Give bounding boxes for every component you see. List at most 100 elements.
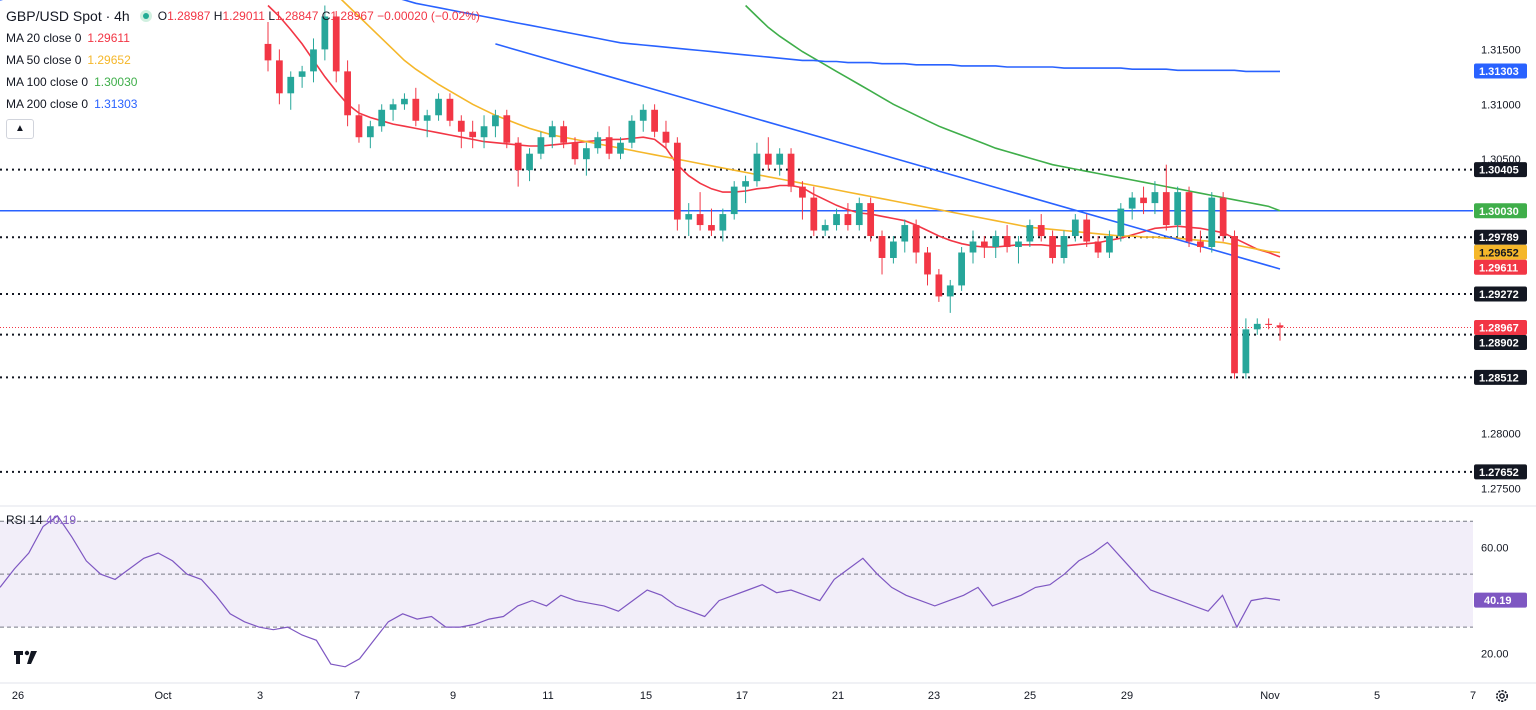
candle-body bbox=[651, 109, 658, 132]
candle-body bbox=[594, 137, 602, 149]
time-axis-label: 7 bbox=[354, 690, 360, 702]
price-label-badge bbox=[1474, 286, 1527, 302]
ma50-label: MA 50 close 0 bbox=[6, 53, 82, 67]
candle-body bbox=[480, 126, 488, 138]
candle-body bbox=[332, 16, 340, 72]
rsi-legend[interactable]: RSI 14 40.19 bbox=[6, 513, 76, 527]
descending-trendline bbox=[495, 43, 1281, 270]
price-label-text: 1.29789 bbox=[1479, 232, 1519, 244]
candle-body bbox=[878, 236, 886, 258]
high-value: 1.29011 bbox=[222, 9, 265, 23]
price-label-text: 1.27652 bbox=[1479, 467, 1519, 479]
candle-body bbox=[412, 98, 420, 121]
time-axis-label: 21 bbox=[832, 690, 844, 702]
open-value: 1.28987 bbox=[167, 9, 211, 23]
price-label-badge bbox=[1474, 63, 1527, 79]
candle-body bbox=[810, 197, 818, 231]
price-label-badge bbox=[1474, 229, 1527, 245]
candle-body bbox=[469, 131, 477, 138]
time-axis-label: 29 bbox=[1121, 690, 1133, 702]
candle-body bbox=[969, 241, 977, 253]
candle-body bbox=[298, 71, 306, 77]
candle-body bbox=[1265, 323, 1273, 325]
candle-body bbox=[935, 274, 943, 297]
symbol-row: GBP/USD Spot · 4h O1.28987 H1.29011 L1.2… bbox=[6, 5, 480, 27]
candle-body bbox=[344, 71, 351, 116]
candle-body bbox=[776, 153, 784, 165]
candle-body bbox=[287, 76, 295, 94]
candle-body bbox=[639, 109, 647, 121]
candle-body bbox=[617, 142, 624, 154]
candle-body bbox=[526, 153, 533, 171]
price-label-badge bbox=[1474, 244, 1527, 260]
candle-body bbox=[628, 120, 636, 143]
candle-body bbox=[1128, 197, 1136, 209]
price-label-badge bbox=[1474, 319, 1527, 335]
candle-body bbox=[435, 98, 442, 116]
candle-body bbox=[366, 126, 374, 138]
tradingview-logo-icon[interactable] bbox=[12, 648, 40, 666]
price-label-text: 1.28512 bbox=[1479, 372, 1519, 384]
price-label-badge bbox=[1474, 203, 1527, 219]
price-tick-label: 1.27500 bbox=[1481, 484, 1521, 496]
ma50-legend[interactable]: MA 50 close 0 1.29652 bbox=[6, 49, 480, 71]
candle-body bbox=[1106, 236, 1113, 253]
price-label-badge bbox=[1474, 464, 1527, 480]
price-label-text: 1.29652 bbox=[1479, 247, 1519, 259]
time-axis-label: Oct bbox=[154, 690, 171, 702]
candle-body bbox=[992, 236, 1000, 248]
symbol-title[interactable]: GBP/USD Spot · 4h bbox=[6, 8, 130, 24]
ma20-legend[interactable]: MA 20 close 0 1.29611 bbox=[6, 27, 480, 49]
candle-body bbox=[833, 214, 840, 226]
market-status-icon bbox=[139, 10, 152, 22]
candle-body bbox=[1208, 197, 1216, 248]
candle-body bbox=[662, 131, 670, 143]
close-label: C bbox=[321, 9, 331, 23]
candle-body bbox=[1140, 197, 1147, 204]
candle-body bbox=[560, 126, 568, 143]
candle-body bbox=[264, 43, 272, 61]
candle-body bbox=[378, 109, 386, 127]
high-label: H bbox=[213, 9, 223, 23]
ma50-line bbox=[340, 0, 1281, 254]
ma100-value: 1.30030 bbox=[94, 75, 138, 89]
candle-body bbox=[492, 115, 499, 127]
candle-body bbox=[1037, 225, 1045, 237]
candle-body bbox=[1083, 219, 1091, 242]
candle-body bbox=[799, 186, 806, 198]
candle-body bbox=[423, 115, 431, 121]
candle-body bbox=[844, 214, 852, 226]
candle-body bbox=[867, 203, 875, 237]
candle-body bbox=[958, 252, 965, 286]
ma200-label: MA 200 close 0 bbox=[6, 97, 89, 111]
candle-body bbox=[901, 225, 909, 242]
candle-body bbox=[1253, 323, 1261, 330]
price-label-text: 1.30030 bbox=[1479, 206, 1519, 218]
ma100-legend[interactable]: MA 100 close 0 1.30030 bbox=[6, 71, 480, 93]
price-label-text: 1.28967 bbox=[1479, 322, 1519, 334]
candle-body bbox=[855, 203, 863, 226]
time-axis-label: 3 bbox=[257, 690, 263, 702]
time-axis-label: 7 bbox=[1470, 690, 1476, 702]
candle-body bbox=[980, 241, 988, 248]
candle-body bbox=[355, 115, 363, 138]
rsi-tick-label: 20.00 bbox=[1481, 649, 1509, 661]
candle-body bbox=[742, 181, 749, 187]
ma50-value: 1.29652 bbox=[87, 53, 131, 67]
candle-body bbox=[912, 225, 920, 253]
collapse-legend-button[interactable]: ▲ bbox=[6, 119, 34, 139]
candle-body bbox=[946, 285, 954, 297]
candle-body bbox=[696, 214, 704, 226]
ma200-legend[interactable]: MA 200 close 0 1.31303 bbox=[6, 93, 480, 115]
price-label-text: 1.31303 bbox=[1479, 66, 1519, 78]
gear-icon[interactable] bbox=[1494, 688, 1510, 704]
price-label-text: 1.30405 bbox=[1479, 165, 1519, 177]
ma200-line bbox=[401, 0, 1280, 73]
candle-body bbox=[457, 120, 465, 132]
candle-body bbox=[514, 142, 522, 171]
candle-body bbox=[1276, 325, 1284, 328]
price-tick-label: 1.31000 bbox=[1481, 99, 1521, 111]
candle-body bbox=[537, 137, 545, 154]
candle-body bbox=[1117, 208, 1125, 237]
